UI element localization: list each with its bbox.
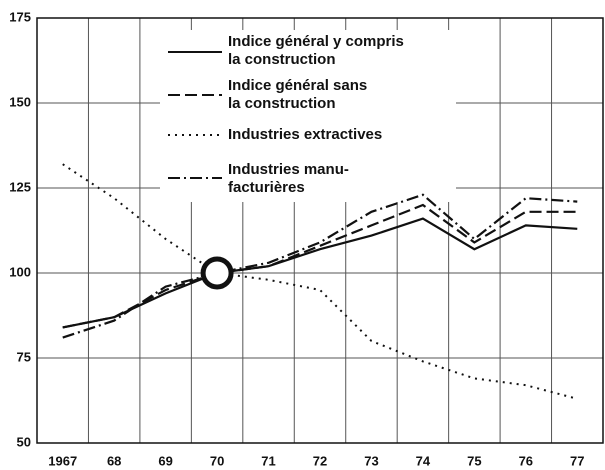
y-tick-label: 50 xyxy=(17,434,31,449)
plot-border xyxy=(36,17,604,444)
legend-label: Indice général sans la construction xyxy=(228,77,368,112)
y-tick-label: 125 xyxy=(9,179,31,194)
x-tick-label: 72 xyxy=(313,453,327,468)
x-tick-label: 68 xyxy=(107,453,121,468)
legend-background xyxy=(160,30,456,202)
series-line xyxy=(62,217,578,329)
x-tick-label: 76 xyxy=(519,453,533,468)
legend-label: Industries manu- facturières xyxy=(228,161,349,196)
legend-label: Industries extractives xyxy=(228,126,383,143)
x-tick-label: 75 xyxy=(467,453,481,468)
y-tick-label: 150 xyxy=(9,94,31,109)
y-tick-label: 100 xyxy=(9,264,31,279)
y-tick-label: 175 xyxy=(9,9,31,24)
x-tick-label: 77 xyxy=(570,453,584,468)
y-tick-label: 75 xyxy=(17,349,31,364)
series-line xyxy=(62,163,578,400)
x-tick-label: 69 xyxy=(158,453,172,468)
x-tick-label: 73 xyxy=(364,453,378,468)
x-tick-label: 71 xyxy=(261,453,275,468)
x-tick-label: 70 xyxy=(210,453,224,468)
series-line xyxy=(62,193,578,339)
legend-label: Indice général y compris la construction xyxy=(228,33,404,68)
base-year-marker xyxy=(200,256,234,290)
x-tick-label: 1967 xyxy=(48,453,77,468)
x-tick-label: 74 xyxy=(416,453,431,468)
